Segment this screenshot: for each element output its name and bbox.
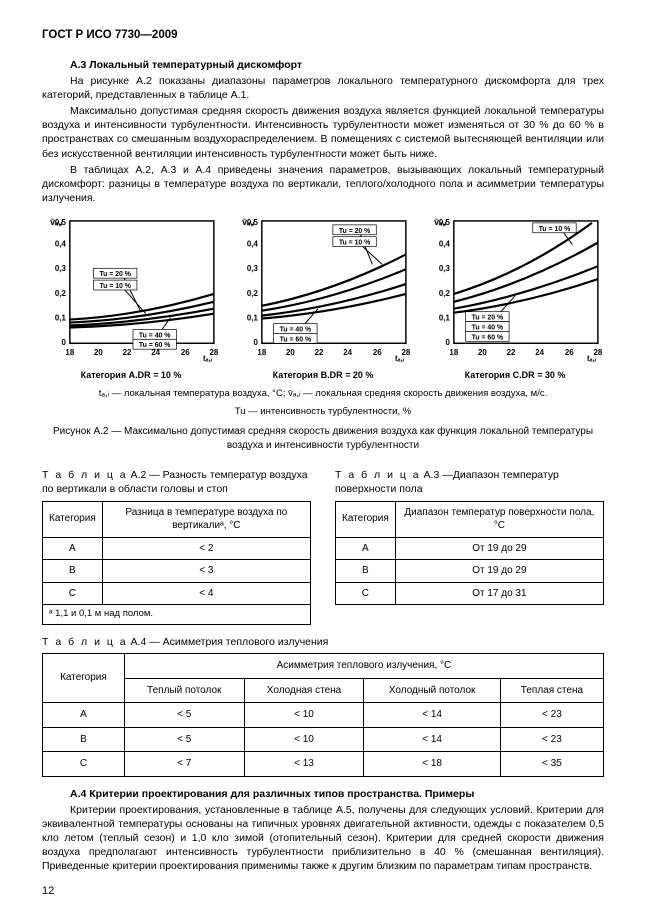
- section-a4-title: А.4 Критерии проектирования для различны…: [42, 787, 604, 801]
- table-a2-h2: Разница в температуре воздуха по вертика…: [102, 501, 310, 537]
- svg-text:0: 0: [445, 338, 450, 347]
- chart-panel-a: 00,10,2 0,30,40,5 182022 242628 v̄ₐ,ᵢ tₐ…: [42, 215, 220, 381]
- svg-text:0: 0: [61, 338, 66, 347]
- svg-text:18: 18: [257, 348, 266, 357]
- table-a2: КатегорияРазница в температуре воздуха п…: [42, 501, 311, 625]
- svg-text:Tu = 60 %: Tu = 60 %: [472, 335, 503, 342]
- svg-text:0,3: 0,3: [439, 264, 451, 273]
- table-row: B< 5< 10< 14< 23: [43, 727, 604, 752]
- svg-text:0,2: 0,2: [439, 289, 451, 298]
- svg-text:v̄ₐ,ᵢ: v̄ₐ,ᵢ: [242, 217, 255, 227]
- svg-text:Tu = 20 %: Tu = 20 %: [472, 315, 503, 322]
- svg-text:tₐ,ᵢ: tₐ,ᵢ: [587, 354, 596, 363]
- table-a4-span: Асимметрия теплового излучения, °С: [124, 654, 603, 679]
- table-row: BОт 19 до 29: [336, 560, 604, 583]
- svg-text:0,2: 0,2: [55, 289, 67, 298]
- svg-text:0,1: 0,1: [247, 314, 259, 323]
- svg-text:0,4: 0,4: [439, 240, 451, 249]
- table-row: C< 7< 13< 18< 35: [43, 752, 604, 777]
- svg-text:18: 18: [65, 348, 74, 357]
- svg-text:Tu = 60 %: Tu = 60 %: [280, 337, 311, 344]
- svg-text:Tu = 40 %: Tu = 40 %: [139, 333, 170, 340]
- svg-text:Tu = 20 %: Tu = 20 %: [99, 271, 130, 278]
- chart-caption-a: Категория А.DR = 10 %: [42, 369, 220, 381]
- svg-text:0,3: 0,3: [55, 264, 67, 273]
- table-a3-h1: Категория: [336, 501, 396, 537]
- table-a3: КатегорияДиапазон температур поверхности…: [335, 501, 604, 606]
- table-row: A< 2: [43, 537, 311, 560]
- chart-panel-b: 00,10,2 0,30,40,5 182022 242628 v̄ₐ,ᵢ tₐ…: [234, 215, 412, 381]
- svg-text:Tu = 20 %: Tu = 20 %: [339, 228, 370, 235]
- svg-text:0,3: 0,3: [247, 264, 259, 273]
- svg-text:Tu = 10 %: Tu = 10 %: [99, 283, 130, 290]
- table-a2-title: Т а б л и ц а А.2 — Разность температур …: [42, 468, 311, 496]
- svg-text:20: 20: [94, 348, 103, 357]
- table-row: CОт 17 до 31: [336, 582, 604, 605]
- svg-text:0: 0: [253, 338, 258, 347]
- svg-text:0,4: 0,4: [247, 240, 259, 249]
- svg-text:0,4: 0,4: [55, 240, 67, 249]
- svg-text:Tu = 60 %: Tu = 60 %: [139, 342, 170, 349]
- table-row: A< 5< 10< 14< 23: [43, 703, 604, 728]
- page-number: 12: [42, 884, 604, 899]
- svg-text:0,2: 0,2: [247, 289, 259, 298]
- svg-text:0,1: 0,1: [55, 314, 67, 323]
- para-a3-3: В таблицах А.2, А.3 и А.4 приведены знач…: [42, 163, 604, 206]
- table-row: B< 3: [43, 560, 311, 583]
- svg-text:20: 20: [286, 348, 295, 357]
- section-a3-title: А.3 Локальный температурный дискомфорт: [42, 58, 604, 72]
- svg-text:v̄ₐ,ᵢ: v̄ₐ,ᵢ: [434, 217, 447, 227]
- svg-text:22: 22: [123, 348, 132, 357]
- svg-text:20: 20: [478, 348, 487, 357]
- svg-text:18: 18: [449, 348, 458, 357]
- chart-panel-c: 00,10,2 0,30,40,5 182022 242628 v̄ₐ,ᵢ tₐ…: [426, 215, 604, 381]
- svg-text:0,1: 0,1: [439, 314, 451, 323]
- para-a4-1: Критерии проектирования, установленные в…: [42, 803, 604, 874]
- svg-text:Tu = 10 %: Tu = 10 %: [539, 226, 570, 233]
- svg-text:26: 26: [565, 348, 574, 357]
- chart-legend-2: Tu — интенсивность турбулентности, %: [42, 406, 604, 419]
- svg-text:tₐ,ᵢ: tₐ,ᵢ: [203, 354, 212, 363]
- table-a2-footnote: ᵃ 1,1 и 0,1 м над полом.: [43, 605, 311, 625]
- table-a2-h1: Категория: [43, 501, 103, 537]
- chart-legend-1: tₐ,ᵢ — локальная температура воздуха, °С…: [42, 388, 604, 401]
- svg-text:24: 24: [343, 348, 352, 357]
- svg-text:24: 24: [535, 348, 544, 357]
- chart-caption-c: Категория С.DR = 30 %: [426, 369, 604, 381]
- charts-row: 00,10,2 0,30,40,5 182022 242628 v̄ₐ,ᵢ tₐ…: [42, 215, 604, 381]
- table-a3-h2: Диапазон температур поверхности пола, °С: [395, 501, 603, 537]
- doc-header: ГОСТ Р ИСО 7730—2009: [42, 28, 604, 44]
- svg-text:26: 26: [373, 348, 382, 357]
- table-a4-cat: Категория: [43, 654, 125, 703]
- table-a4: Категория Асимметрия теплового излучения…: [42, 653, 604, 777]
- svg-text:v̄ₐ,ᵢ: v̄ₐ,ᵢ: [50, 217, 63, 227]
- svg-text:22: 22: [507, 348, 516, 357]
- table-a3-title: Т а б л и ц а А.3 —Диапазон температур п…: [335, 468, 604, 496]
- svg-text:26: 26: [181, 348, 190, 357]
- figure-caption: Рисунок А.2 — Максимально допустимая сре…: [42, 425, 604, 452]
- para-a3-2: Максимально допустимая средняя скорость …: [42, 104, 604, 161]
- table-row: AОт 19 до 29: [336, 537, 604, 560]
- svg-text:Tu = 40 %: Tu = 40 %: [280, 327, 311, 334]
- svg-text:Tu = 40 %: Tu = 40 %: [472, 325, 503, 332]
- para-a3-1: На рисунке А.2 показаны диапазоны параме…: [42, 74, 604, 102]
- table-a4-title: Т а б л и ц а А.4 — Асимметрия теплового…: [42, 635, 604, 649]
- table-row: C< 4: [43, 582, 311, 605]
- svg-text:tₐ,ᵢ: tₐ,ᵢ: [395, 354, 404, 363]
- svg-text:Tu = 10 %: Tu = 10 %: [339, 240, 370, 247]
- svg-text:22: 22: [315, 348, 324, 357]
- chart-caption-b: Категория В.DR = 20 %: [234, 369, 412, 381]
